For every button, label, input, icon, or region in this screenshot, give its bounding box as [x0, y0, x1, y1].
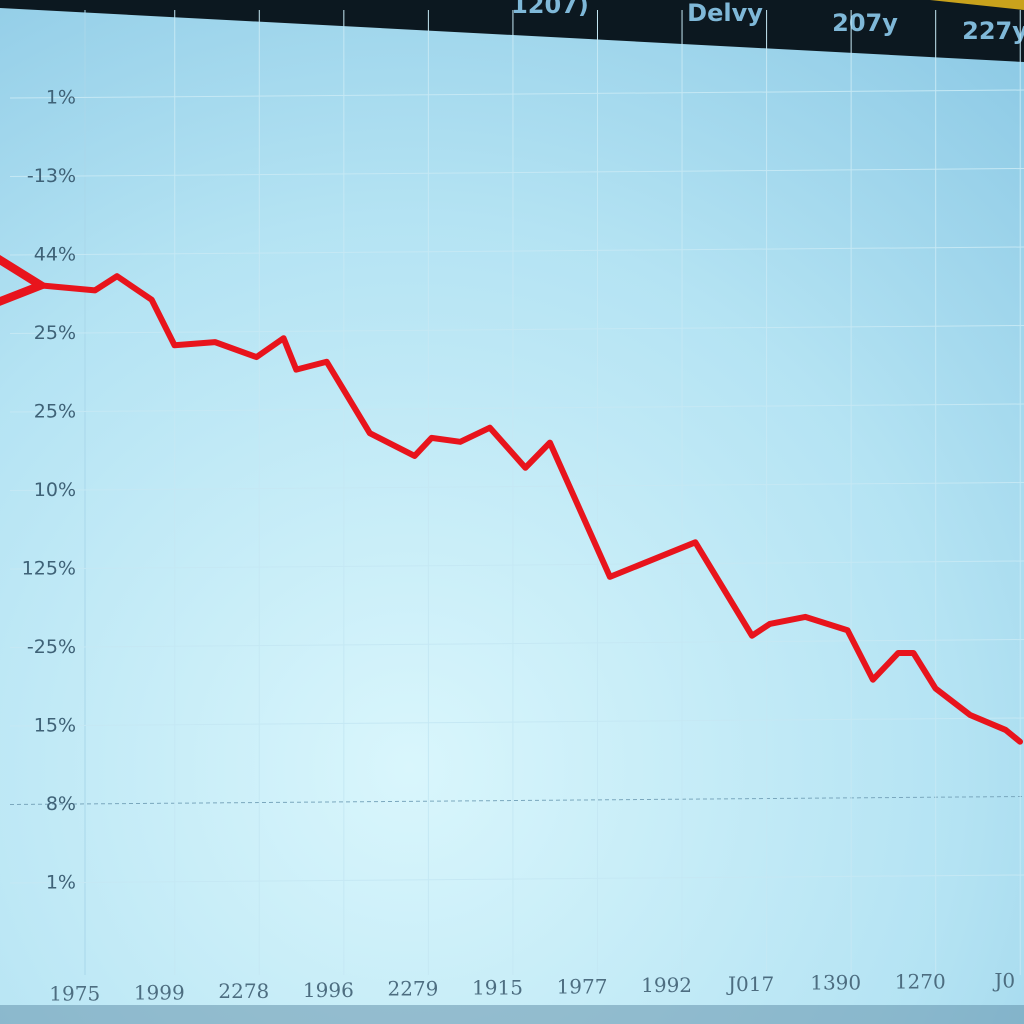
x-tick-label: 1390 — [810, 971, 861, 995]
y-tick-label: 1% — [46, 87, 76, 109]
y-tick-label: 25% — [34, 322, 76, 344]
y-tick-label: 1% — [46, 872, 76, 894]
header-label: Delvy — [687, 0, 763, 27]
grid-line — [9, 482, 1024, 491]
x-tick-label: 1977 — [557, 974, 608, 998]
y-tick-label: -25% — [27, 636, 76, 658]
y-tick-label: -13% — [27, 165, 76, 187]
y-tick-label: 125% — [22, 558, 76, 580]
header-label: 227y — [962, 17, 1024, 45]
x-tick-label: 1992 — [641, 973, 692, 997]
x-tick-label: 1975 — [49, 982, 100, 1006]
grid-line — [9, 89, 1024, 99]
y-tick-label: 25% — [34, 401, 76, 423]
header-label: 207y — [832, 9, 898, 37]
grid-line — [9, 874, 1024, 884]
top-accent — [930, 0, 1024, 10]
top-bar — [0, 0, 1024, 62]
x-tick-label: 1915 — [472, 976, 523, 1000]
x-tick-label: 1996 — [303, 978, 354, 1002]
y-tick-label: 10% — [34, 479, 76, 501]
grid-line — [9, 560, 1024, 570]
x-tick-label: J0 — [992, 968, 1015, 992]
x-tick-label: 2278 — [218, 979, 269, 1003]
grid-line — [9, 717, 1024, 727]
x-tick-label: 1999 — [134, 980, 185, 1004]
data-line — [35, 276, 1023, 745]
grid-line — [9, 403, 1024, 413]
y-tick-label: 8% — [46, 793, 76, 815]
x-tick-label: 2279 — [387, 977, 438, 1001]
x-tick-label: J017 — [726, 972, 774, 996]
y-tick-label: 15% — [34, 715, 76, 737]
bottom-bezel — [0, 1005, 1024, 1024]
grid-line — [9, 796, 1024, 805]
grid-line — [9, 325, 1024, 334]
header-label: 1207) — [511, 0, 589, 19]
y-tick-label: 44% — [34, 244, 76, 266]
x-tick-label: 1270 — [895, 970, 946, 994]
grid-line — [9, 168, 1024, 177]
grid-line — [9, 246, 1024, 256]
